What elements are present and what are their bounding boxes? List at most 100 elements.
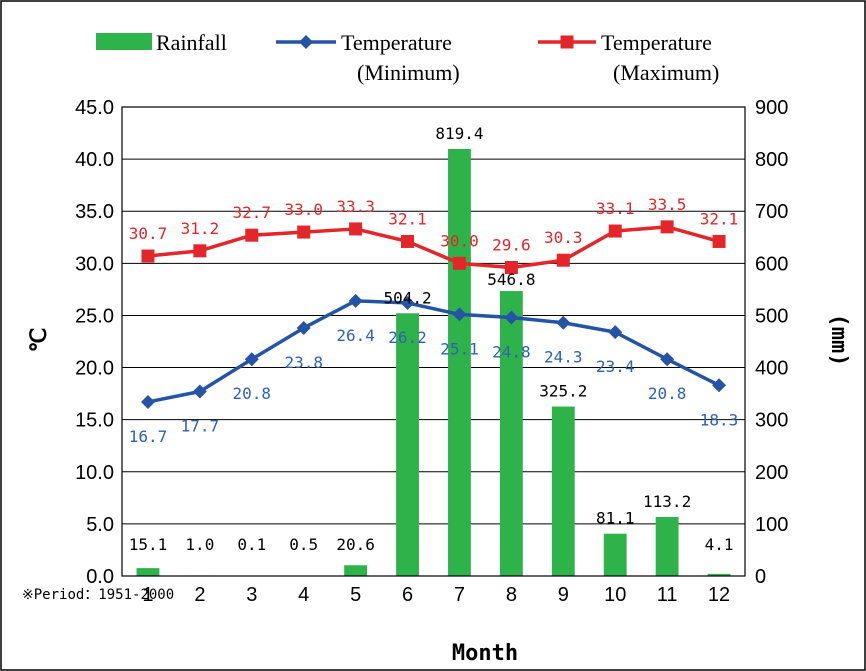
max-temperature-point [297,225,311,239]
min-temperature-data-label: 26.2 [388,328,427,347]
min-temperature-point [712,378,727,393]
min-temperature-point [504,310,519,325]
max-temperature-data-label: 33.5 [648,195,687,214]
y-left-tick-label: 15.0 [75,410,114,432]
min-temperature-point [608,325,623,340]
rainfall-data-label: 113.2 [643,492,691,511]
legend-max-label-line2: (Maximum) [613,60,719,85]
rainfall-bar [707,573,731,576]
rainfall-bar [396,313,419,576]
plot-area-border [121,106,746,577]
rainfall-bar [603,533,627,576]
rainfall-bar [136,568,160,576]
max-temperature-point [245,228,259,242]
max-temperature-point [504,261,518,275]
min-temperature-point [452,307,467,322]
legend-min-label-line1: Temperature [341,30,452,55]
y-axis-left-title: ℃ [27,328,52,353]
max-temperature-data-label: 30.3 [544,228,583,247]
max-temperature-data-label: 30.0 [440,231,479,250]
rainfall-data-label: 819.4 [435,124,483,143]
rainfall-bar [448,149,471,576]
min-temperature-data-label: 20.8 [233,384,272,403]
x-tick-label: 1 [142,584,153,606]
min-temperature-point [660,352,675,367]
legend-max-label-line1: Temperature [601,30,712,55]
max-temperature-data-label: 32.1 [388,209,427,228]
max-temperature-point [660,220,674,234]
y-right-tick-label: 600 [755,253,788,275]
y-left-tick-label: 10.0 [75,462,114,484]
y-right-tick-label: 800 [755,149,788,171]
max-temperature-point [452,256,466,270]
y-left-tick-label: 0.0 [86,566,114,588]
min-temperature-data-label: 24.8 [492,343,531,362]
legend-max-marker [560,35,574,49]
y-left-tick-label: 25.0 [75,305,114,327]
x-tick-label: 6 [402,584,413,606]
max-temperature-line [147,225,720,270]
max-temperature-data-label: 33.0 [284,200,323,219]
plot-frame [121,106,746,577]
max-temperature-point [141,249,155,263]
max-temperature-data-label: 33.1 [596,199,635,218]
rainfall-data-label: 4.1 [705,535,734,554]
x-tick-label: 3 [246,584,257,606]
x-tick-label: 12 [708,584,730,606]
rainfall-data-label: 20.6 [336,535,375,554]
y-right-tick-label: 300 [755,410,788,432]
min-temperature-point [244,352,259,367]
x-tick-label: 4 [298,584,309,606]
min-temperature-data-label: 17.7 [181,417,220,436]
y-right-tick-label: 0 [755,566,766,588]
legend: Rainfall Temperature (Minimum) Temperature (… [96,30,719,85]
rainfall-bar [655,517,679,576]
x-tick-label: 5 [350,584,361,606]
y-left-tick-label: 35.0 [75,201,114,223]
min-temperature-point [192,384,207,399]
min-temperature-point [296,320,311,335]
min-temperature-line [147,299,720,404]
rainfall-data-label: 546.8 [487,270,535,289]
rainfall-bar [344,565,368,576]
gridlines [122,158,745,525]
y-axis-right-title: (mm) [826,314,851,367]
max-temperature-point [349,222,363,236]
max-temperature-point [608,224,622,238]
y-left-tick-label: 45.0 [75,97,114,119]
legend-rainfall-label: Rainfall [156,30,227,55]
y-right-tick-label: 200 [755,462,788,484]
rainfall-data-label: 15.1 [129,535,168,554]
rainfall-bar [551,406,575,576]
min-temperature-point [556,315,571,330]
data-labels: 15.1 1.0 0.1 0.5 20.6 504.2 819.4 546.8 325.2 81.… [129,124,739,554]
min-temperature-data-label: 24.3 [544,348,583,367]
y-right-tick-label: 500 [755,305,788,327]
y-right-tick-label: 700 [755,201,788,223]
legend-min-label-line2: (Minimum) [357,60,460,85]
x-tick-label: 8 [506,584,517,606]
y-left-tick-label: 20.0 [75,358,114,380]
y-right-tick-label: 900 [755,97,788,119]
max-temperature-data-label: 31.2 [181,219,220,238]
x-tick-label: 11 [657,584,678,606]
max-temperature-point [401,234,415,248]
min-temperature-point [348,293,363,308]
min-temperature-data-label: 20.8 [648,384,687,403]
min-temperature-data-label: 26.4 [336,326,375,345]
min-temperature-data-label: 16.7 [129,427,168,446]
temperature-lines [140,220,727,409]
max-temperature-data-label: 32.1 [700,209,739,228]
legend-min-marker [299,35,313,49]
max-temperature-point [193,244,207,258]
rainfall-bar [499,291,523,576]
rainfall-data-label: 0.1 [237,535,266,554]
x-tick-label: 9 [558,584,569,606]
max-temperature-data-label: 32.7 [233,203,272,222]
max-temperature-data-label: 30.7 [129,224,168,243]
x-tick-label: 10 [604,584,626,606]
rainfall-bars [136,149,731,576]
